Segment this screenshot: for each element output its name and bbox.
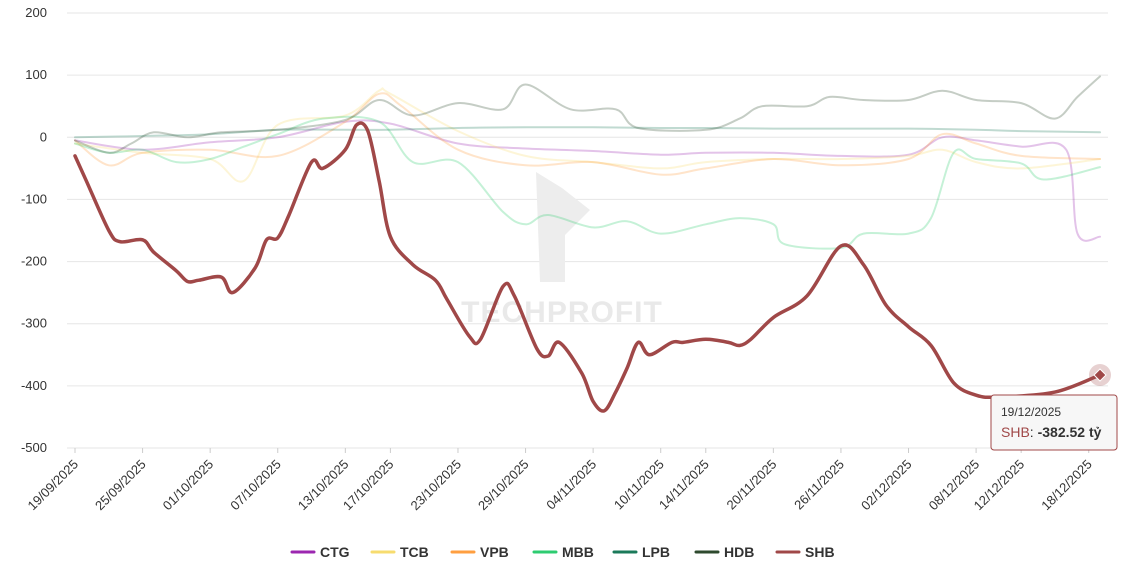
legend-item-ctg[interactable]: CTG: [290, 544, 350, 560]
x-tick-label: 01/10/2025: [160, 457, 217, 514]
marker-diamond-icon: [1093, 368, 1107, 382]
legend-label: CTG: [320, 544, 350, 560]
series-line-vpb[interactable]: [74, 92, 1101, 176]
legend-label: TCB: [400, 544, 429, 560]
series-line-tcb[interactable]: [74, 87, 1101, 183]
legend-item-shb[interactable]: SHB: [775, 544, 835, 560]
x-tick-label: 26/11/2025: [791, 457, 847, 513]
x-tick-label: 29/10/2025: [475, 457, 532, 514]
legend-item-hdb[interactable]: HDB: [694, 544, 754, 560]
watermark: TECHPROFIT: [461, 172, 662, 329]
y-tick-label: 200: [25, 5, 47, 20]
legend-label: SHB: [805, 544, 835, 560]
x-axis-ticks: 19/09/2025 25/09/2025 01/10/2025 07/10/2025…: [24, 448, 1095, 514]
legend-item-mbb[interactable]: MBB: [532, 544, 594, 560]
y-tick-label: 0: [40, 129, 47, 144]
y-tick-label: -500: [21, 440, 47, 455]
legend-item-lpb[interactable]: LPB: [612, 544, 670, 560]
x-tick-label: 20/11/2025: [724, 457, 780, 513]
tooltip: 19/12/2025 SHB: -382.52 tỷ: [990, 394, 1118, 451]
tooltip-series-name: SHB: [1001, 424, 1030, 440]
x-tick-label: 07/10/2025: [227, 457, 284, 514]
y-tick-label: -100: [21, 191, 47, 206]
series-line-shb[interactable]: [73, 121, 1102, 413]
x-tick-label: 04/11/2025: [543, 457, 599, 513]
tooltip-date: 19/12/2025: [1001, 405, 1061, 419]
legend-item-tcb[interactable]: TCB: [370, 544, 429, 560]
x-tick-label: 25/09/2025: [92, 457, 149, 514]
series-line-mbb[interactable]: [74, 115, 1101, 250]
x-tick-label: 19/09/2025: [24, 457, 81, 514]
legend-label: MBB: [562, 544, 594, 560]
y-axis-ticks: 200 100 0 -100 -200 -300 -400 -500: [21, 5, 47, 455]
x-tick-label: 18/12/2025: [1038, 457, 1095, 514]
tooltip-line: SHB: -382.52 tỷ: [1001, 424, 1102, 440]
series-line-ctg[interactable]: [74, 119, 1101, 242]
legend: CTG TCB VPB MBB LPB HDB SHB: [290, 544, 835, 560]
legend-item-vpb[interactable]: VPB: [450, 544, 509, 560]
legend-label: LPB: [642, 544, 670, 560]
y-tick-label: -300: [21, 316, 47, 331]
watermark-logo-icon: [536, 172, 590, 282]
legend-label: VPB: [480, 544, 509, 560]
series-line-hdb[interactable]: [74, 75, 1101, 154]
x-tick-label: 23/10/2025: [407, 457, 464, 514]
active-point-marker[interactable]: [1089, 363, 1111, 386]
x-tick-label: 02/12/2025: [858, 457, 915, 514]
tooltip-value: -382.52 tỷ: [1038, 424, 1102, 440]
y-tick-label: 100: [25, 67, 47, 82]
series-line-lpb[interactable]: [74, 126, 1101, 139]
tooltip-box: [990, 394, 1118, 451]
legend-label: HDB: [724, 544, 754, 560]
tooltip-separator: :: [1030, 424, 1038, 440]
y-tick-label: -400: [21, 378, 47, 393]
y-tick-label: -200: [21, 254, 47, 269]
series-layer: [73, 75, 1102, 413]
grid-lines: [67, 12, 1108, 449]
